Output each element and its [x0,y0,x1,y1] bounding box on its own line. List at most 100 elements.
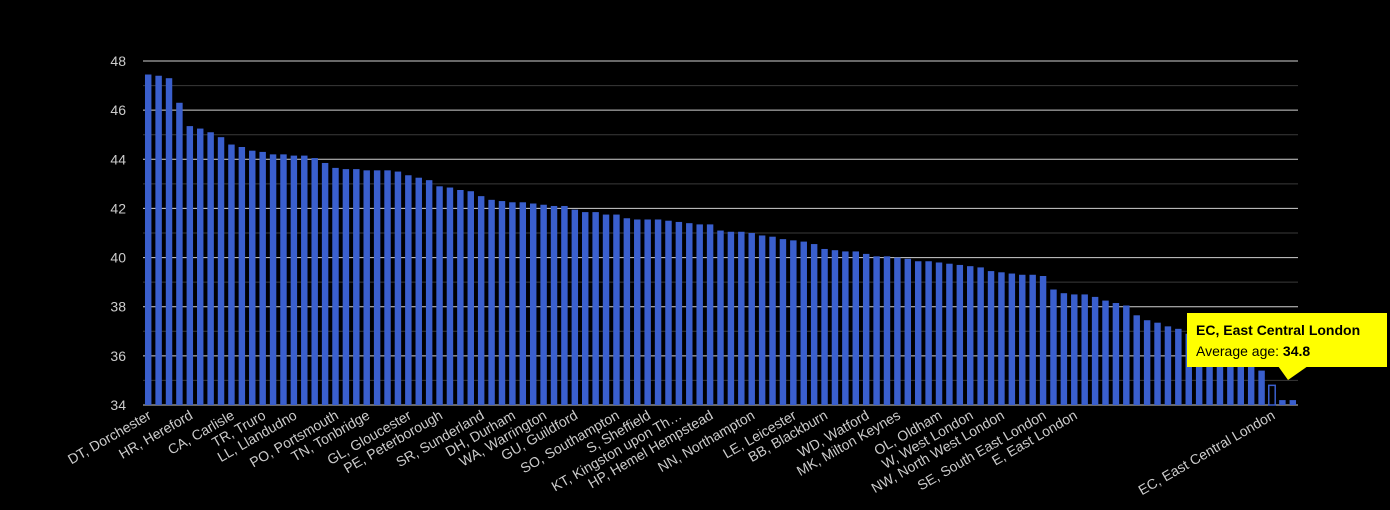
bar-97[interactable] [1154,322,1161,405]
bar-78[interactable] [956,264,964,405]
bar-3[interactable] [176,102,183,406]
bar-4[interactable] [186,126,194,406]
bar-1[interactable] [155,75,162,406]
bar-69[interactable] [862,253,870,405]
bar-61[interactable] [779,239,787,405]
bar-22[interactable] [373,170,381,405]
bar-109[interactable] [1279,400,1286,405]
bar-94[interactable] [1123,305,1130,405]
bar-93[interactable] [1112,303,1120,405]
bar-48[interactable] [644,219,651,405]
bar-105[interactable] [1237,355,1244,405]
bar-82[interactable] [998,272,1005,405]
bar-34[interactable] [498,201,506,405]
bar-15[interactable] [301,155,308,405]
bar-45[interactable] [613,214,620,405]
bar-9[interactable] [238,147,246,405]
bar-80[interactable] [977,267,984,405]
bar-43[interactable] [592,212,599,405]
bar-67[interactable] [842,251,849,405]
bar-90[interactable] [1081,294,1088,405]
bar-81[interactable] [987,271,995,405]
bar-88[interactable] [1060,293,1068,405]
bar-28[interactable] [436,186,443,405]
bar-110[interactable] [1289,400,1297,405]
bar-57[interactable] [738,231,745,405]
bar-104[interactable] [1227,348,1234,405]
bar-37[interactable] [529,203,537,405]
bar-13[interactable] [280,154,287,405]
bar-102[interactable] [1206,338,1213,405]
bar-55[interactable] [717,230,724,405]
bar-52[interactable] [686,223,693,405]
bar-101[interactable] [1195,336,1203,405]
bar-32[interactable] [477,196,485,405]
bar-66[interactable] [831,250,839,405]
bar-53[interactable] [696,224,703,405]
bar-42[interactable] [582,212,589,405]
bar-56[interactable] [727,231,735,405]
bar-31[interactable] [467,191,474,405]
bar-62[interactable] [790,240,797,405]
bar-64[interactable] [810,244,818,405]
bar-99[interactable] [1175,328,1182,405]
bar-38[interactable] [540,204,547,405]
bar-76[interactable] [935,262,943,405]
bar-92[interactable] [1102,300,1109,405]
bar-103[interactable] [1216,343,1224,405]
bar-5[interactable] [197,128,204,405]
bar-25[interactable] [405,175,412,405]
bar-71[interactable] [883,256,891,405]
bar-106[interactable] [1247,363,1255,405]
bar-46[interactable] [623,218,631,405]
bar-8[interactable] [228,144,235,406]
bar-10[interactable] [249,150,256,405]
bar-86[interactable] [1039,276,1047,405]
bar-16[interactable] [311,158,318,405]
bar-70[interactable] [873,256,880,405]
bar-50[interactable] [665,220,672,405]
bar-75[interactable] [925,261,932,405]
bar-58[interactable] [748,233,755,405]
bar-40[interactable] [561,205,568,405]
bar-72[interactable] [894,257,901,405]
bar-18[interactable] [332,167,339,405]
bar-63[interactable] [800,241,807,405]
bar-35[interactable] [509,202,516,405]
bar-19[interactable] [342,169,350,405]
bar-84[interactable] [1019,274,1026,405]
bar-96[interactable] [1143,320,1151,405]
bar-100[interactable] [1185,333,1192,405]
bar-20[interactable] [353,169,360,405]
bar-49[interactable] [654,219,662,405]
bar-39[interactable] [550,205,558,405]
bar-26[interactable] [415,177,422,405]
bar-7[interactable] [217,137,225,406]
bar-47[interactable] [634,219,641,405]
bar-87[interactable] [1050,289,1057,405]
bar-36[interactable] [519,202,527,405]
bar-0[interactable] [144,74,152,405]
bar-60[interactable] [769,236,776,405]
bar-33[interactable] [488,199,495,405]
bar-108[interactable] [1268,384,1276,406]
bar-98[interactable] [1164,326,1172,405]
bar-79[interactable] [967,266,974,405]
bar-59[interactable] [758,235,766,405]
bar-73[interactable] [904,258,912,405]
bar-29[interactable] [446,187,454,405]
bar-77[interactable] [946,263,953,405]
bar-68[interactable] [852,251,859,405]
bar-11[interactable] [259,151,266,405]
bar-6[interactable] [207,132,214,405]
bar-14[interactable] [290,155,298,405]
bar-51[interactable] [675,221,683,405]
bar-89[interactable] [1071,294,1078,405]
bar-17[interactable] [321,162,329,405]
bar-91[interactable] [1091,296,1099,405]
bar-83[interactable] [1008,273,1016,405]
bar-21[interactable] [363,170,370,405]
bar-27[interactable] [425,180,433,405]
bar-107[interactable] [1258,370,1265,405]
bar-44[interactable] [602,214,610,405]
